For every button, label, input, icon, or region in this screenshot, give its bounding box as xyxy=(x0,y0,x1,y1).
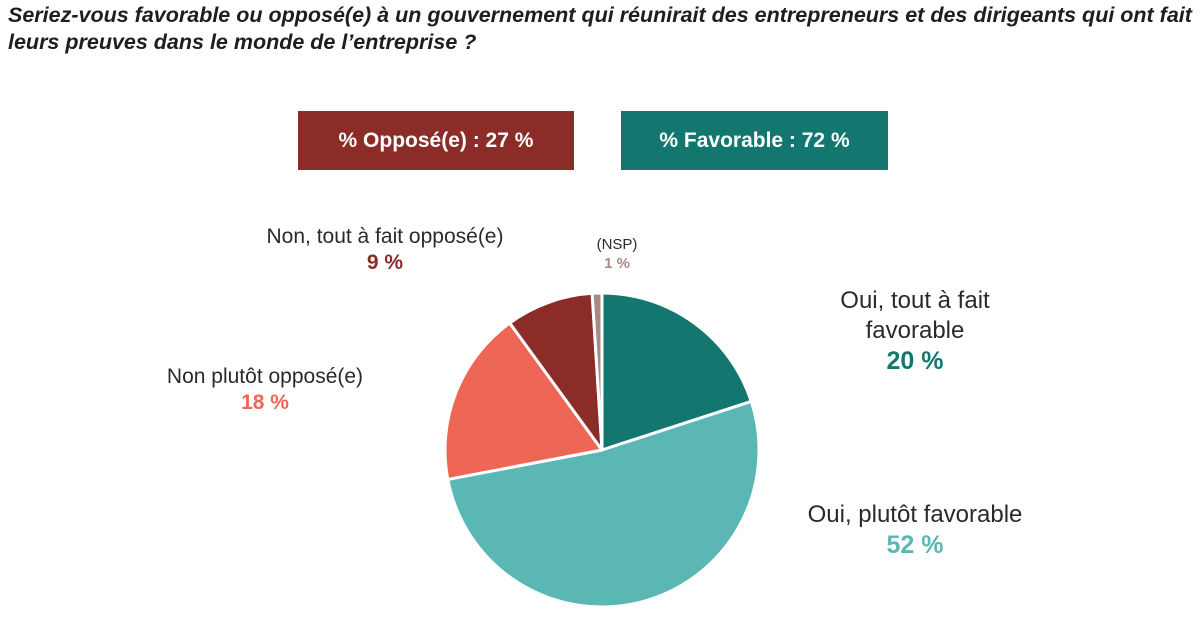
pie-slice-3 xyxy=(508,291,604,452)
slice-label-nsp: (NSP) 1 % xyxy=(582,236,652,274)
pie-slice-1 xyxy=(446,399,761,609)
slice-label-text: Oui, plutôt favorable xyxy=(807,501,1023,528)
slice-label-tout-oppose: Non, tout à fait opposé(e) 9 % xyxy=(200,224,570,277)
opposed-total-badge: % Opposé(e) : 27 % xyxy=(298,111,574,170)
slice-value-label: 1 % xyxy=(604,254,630,272)
favorable-total-badge: % Favorable : 72 % xyxy=(621,111,888,170)
pie-slice-0 xyxy=(600,291,753,452)
slice-value-label: 52 % xyxy=(886,531,944,559)
slice-value-label: 18 % xyxy=(241,391,289,415)
slice-value-label: 20 % xyxy=(886,347,944,375)
slice-label-text: Non, tout à fait opposé(e) xyxy=(266,225,504,248)
slice-label-text: Oui, tout à fait favorable xyxy=(840,287,990,344)
slice-value-label: 9 % xyxy=(366,251,404,275)
slice-label-plutot-oppose: Non plutôt opposé(e) 18 % xyxy=(95,364,435,417)
question-title: Seriez-vous favorable ou opposé(e) à un … xyxy=(8,3,1192,54)
pie-slice-4 xyxy=(590,291,604,452)
slice-label-tout-favorable: Oui, tout à fait favorable 20 % xyxy=(800,286,1030,377)
pie-slice-2 xyxy=(443,321,604,481)
slice-label-text: Non plutôt opposé(e) xyxy=(166,365,364,388)
slice-label-text: (NSP) xyxy=(596,236,638,253)
slice-label-plutot-favorable: Oui, plutôt favorable 52 % xyxy=(800,500,1030,561)
